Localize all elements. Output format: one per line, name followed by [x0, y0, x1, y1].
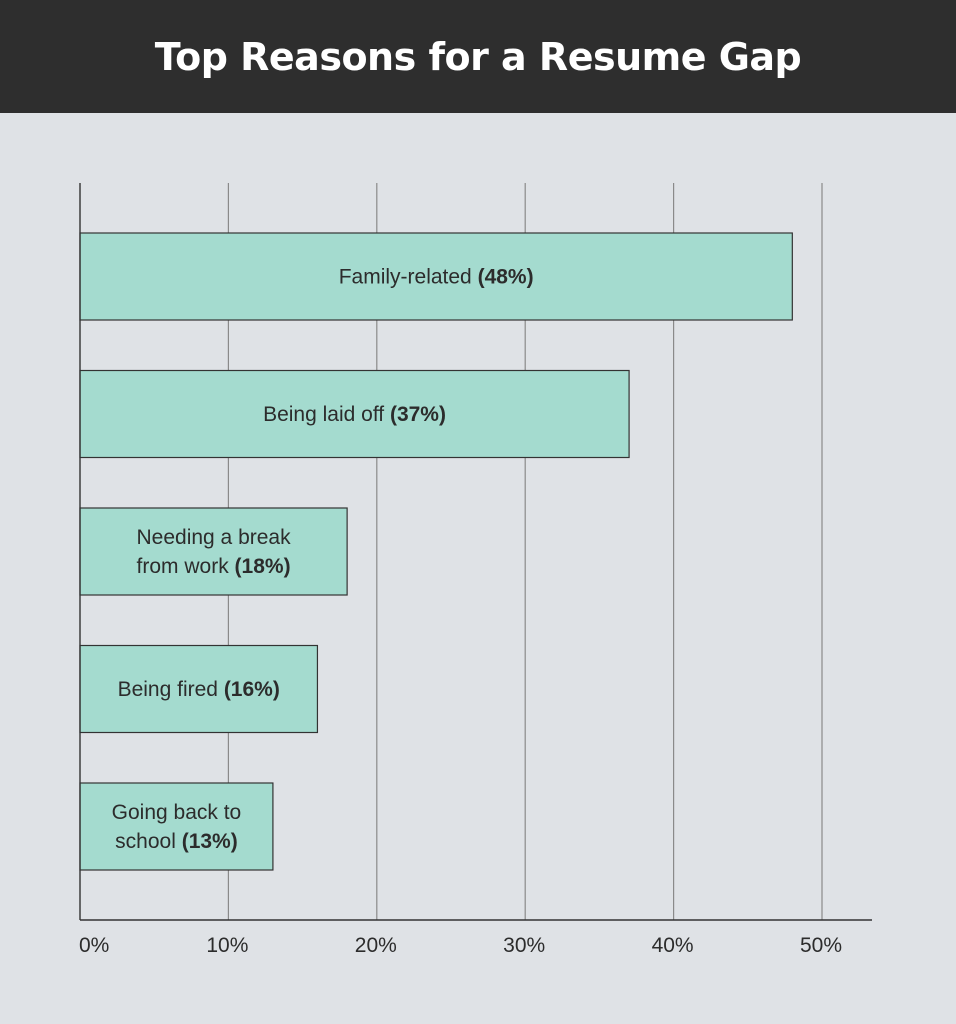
x-tick-label-50: 50% [800, 934, 842, 957]
bar-label-3: Being fired (16%) [118, 678, 280, 701]
bar-label-2: Needing a break from work (18%) [137, 526, 292, 578]
bar-1 [79, 369, 630, 459]
bar-label-4: Going back to school (13%) [112, 801, 242, 853]
x-tick-label-0: 0% [79, 934, 109, 957]
chart-title: Top Reasons for a Resume Gap [154, 34, 802, 79]
x-tick-label-40: 40% [652, 934, 694, 957]
x-tick-label-30: 30% [503, 934, 545, 957]
chart-header: Top Reasons for a Resume Gap [0, 0, 956, 113]
x-tick-label-20: 20% [355, 934, 397, 957]
bar-3 [79, 644, 319, 734]
bar-label-0: Family-related (48%) [339, 266, 534, 289]
bar-0 [79, 232, 793, 321]
bar-label-1: Being laid off (37%) [263, 403, 446, 426]
bar-4 [79, 782, 274, 871]
x-tick-label-10: 10% [206, 934, 248, 957]
bar-2 [79, 507, 348, 596]
